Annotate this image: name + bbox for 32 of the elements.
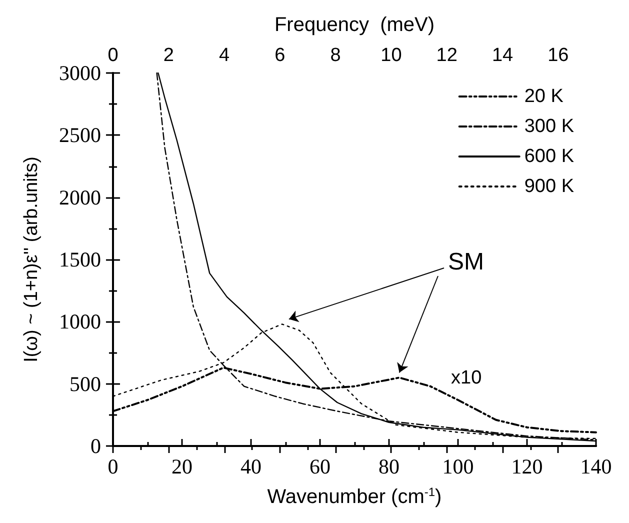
x-tick-label: 120 <box>511 454 543 478</box>
x-tick-label: 60 <box>310 454 330 478</box>
x2-tick-label: 14 <box>492 45 514 66</box>
x-tick-label: 100 <box>442 454 474 478</box>
x-tick-label: 40 <box>240 454 262 478</box>
x-tick-label: 80 <box>378 454 400 478</box>
y-tick-label: 1500 <box>59 248 101 272</box>
x2-axis-title: Frequency (meV) <box>274 14 435 36</box>
x2-tick-label: 12 <box>436 45 458 66</box>
legend-label: 600 K <box>524 146 574 167</box>
legend-label: 300 K <box>524 116 574 137</box>
y-tick-label: 2500 <box>59 123 101 148</box>
annotation: SM <box>448 248 484 276</box>
legend-label: 900 K <box>524 176 574 197</box>
x2-tick-label: 4 <box>219 45 230 66</box>
x-tick-label: 0 <box>108 454 118 478</box>
x2-tick-label: 2 <box>163 45 174 66</box>
y-axis-title: I(ω) ~ (1+n)ε'' (arb.units) <box>21 156 42 362</box>
x-tick-label: 20 <box>172 454 192 478</box>
y-tick-label: 0 <box>90 434 101 458</box>
x2-tick-label: 6 <box>274 45 286 66</box>
x-tick-label: 140 <box>580 454 612 478</box>
x2-tick-label: 16 <box>548 45 569 66</box>
legend-label: 20 K <box>524 86 564 107</box>
y-tick-label: 500 <box>70 372 101 396</box>
annotation: x10 <box>451 368 482 388</box>
y-tick-label: 1000 <box>59 310 101 334</box>
x2-tick-label: 8 <box>330 45 341 66</box>
x2-tick-label: 10 <box>380 45 402 66</box>
y-tick-label: 2000 <box>59 185 101 210</box>
x2-tick-label: 0 <box>108 45 118 66</box>
y-tick-label: 3000 <box>59 61 101 85</box>
